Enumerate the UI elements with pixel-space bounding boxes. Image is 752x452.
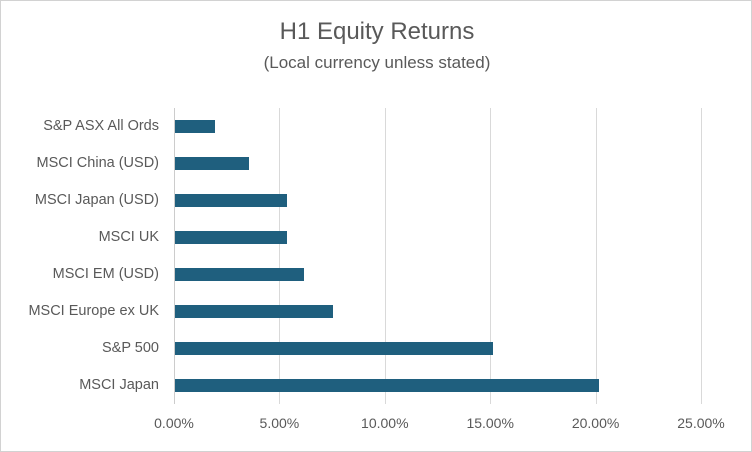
bar-s-p-500 — [175, 342, 494, 355]
x-tick-label: 5.00% — [259, 415, 300, 431]
category-label: S&P 500 — [102, 340, 159, 356]
bar-msci-em-usd — [175, 268, 304, 281]
x-tick-label: 0.00% — [154, 415, 194, 431]
gridline — [279, 108, 281, 404]
bar-msci-uk — [175, 231, 287, 244]
gridline — [595, 108, 597, 404]
category-label: S&P ASX All Ords — [43, 118, 159, 134]
x-tick-label: 10.00% — [361, 415, 409, 431]
gridline — [490, 108, 492, 404]
x-tick-label: 25.00% — [677, 415, 725, 431]
category-label: MSCI Europe ex UK — [28, 303, 159, 319]
category-label: MSCI EM (USD) — [52, 266, 159, 282]
gridline — [701, 108, 702, 404]
bar-msci-china-usd — [175, 157, 249, 170]
bar-msci-japan — [175, 379, 599, 392]
category-axis-line — [174, 108, 175, 404]
x-tick-label: 15.00% — [466, 415, 514, 431]
category-label: MSCI Japan — [79, 377, 159, 393]
bar-msci-japan-usd — [175, 194, 287, 207]
category-label: MSCI Japan (USD) — [34, 192, 159, 208]
bar-msci-europe-ex-uk — [175, 305, 334, 318]
category-label: MSCI China (USD) — [36, 155, 159, 171]
gridline — [384, 108, 386, 404]
bar-s-p-asx-all-ords — [175, 120, 216, 133]
category-label: MSCI UK — [98, 229, 159, 245]
chart-title: H1 Equity Returns — [279, 18, 475, 45]
x-tick-label: 20.00% — [571, 415, 620, 431]
chart-subtitle: (Local currency unless stated) — [263, 53, 491, 72]
